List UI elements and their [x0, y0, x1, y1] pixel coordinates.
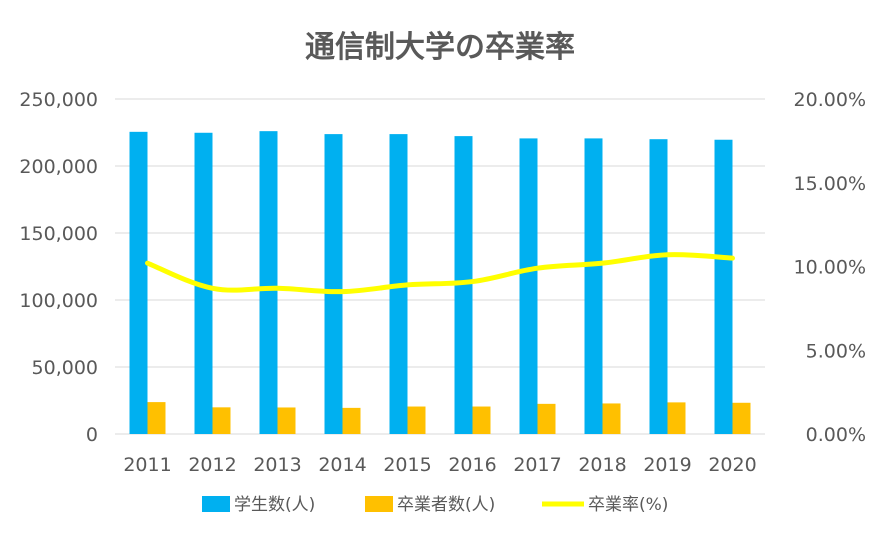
left-tick-label: 150,000 — [19, 223, 98, 245]
bar-graduates — [668, 402, 686, 434]
bar-graduates — [213, 407, 231, 434]
right-tick-label: 15.00% — [794, 173, 866, 195]
x-tick-label: 2018 — [578, 454, 626, 476]
right-tick-label: 5.00% — [806, 340, 866, 362]
legend: 学生数(人) 卒業者数(人) 卒業率(%) — [202, 495, 668, 515]
bar-graduates — [408, 407, 426, 434]
x-axis: 2011 2012 2013 2014 2015 2016 2017 2018 2019 2020 — [123, 454, 756, 476]
bar-graduates — [733, 403, 751, 434]
bar-students — [650, 139, 668, 434]
x-tick-label: 2013 — [253, 454, 301, 476]
right-tick-label: 0.00% — [806, 424, 866, 446]
right-tick-label: 10.00% — [794, 257, 866, 279]
legend-label: 卒業率(%) — [588, 495, 668, 515]
legend-label: 学生数(人) — [234, 495, 315, 515]
right-tick-label: 20.00% — [794, 89, 866, 111]
x-tick-label: 2017 — [513, 454, 561, 476]
bar-graduates — [603, 403, 621, 434]
x-tick-label: 2012 — [188, 454, 236, 476]
x-tick-label: 2011 — [123, 454, 171, 476]
x-tick-label: 2014 — [318, 454, 366, 476]
graduation-rate-line — [148, 255, 733, 292]
line-series — [147, 255, 732, 292]
left-tick-label: 0 — [86, 424, 98, 446]
bar-students — [520, 138, 538, 434]
bar-students — [585, 138, 603, 434]
bar-students — [715, 140, 733, 434]
left-axis: 0 50,000 100,000 150,000 200,000 250,000 — [19, 89, 98, 446]
x-tick-label: 2019 — [643, 454, 691, 476]
bar-students — [260, 131, 278, 434]
left-tick-label: 250,000 — [19, 89, 98, 111]
x-tick-label: 2016 — [448, 454, 496, 476]
bar-graduates — [278, 407, 296, 434]
legend-swatch — [365, 496, 393, 512]
bar-students — [325, 134, 343, 434]
chart-title: 通信制大学の卒業率 — [305, 30, 575, 65]
legend-label: 卒業者数(人) — [397, 495, 495, 515]
x-tick-label: 2015 — [383, 454, 431, 476]
bar-students — [130, 132, 148, 434]
left-tick-label: 50,000 — [32, 357, 98, 379]
x-tick-label: 2020 — [708, 454, 756, 476]
bar-graduates — [148, 402, 166, 434]
bar-graduates — [473, 407, 491, 434]
right-axis: 0.00% 5.00% 10.00% 15.00% 20.00% — [794, 89, 866, 446]
left-tick-label: 200,000 — [19, 156, 98, 178]
bar-graduates — [538, 404, 556, 434]
legend-swatch — [202, 496, 230, 512]
left-tick-label: 100,000 — [19, 290, 98, 312]
bar-graduates — [343, 408, 361, 434]
